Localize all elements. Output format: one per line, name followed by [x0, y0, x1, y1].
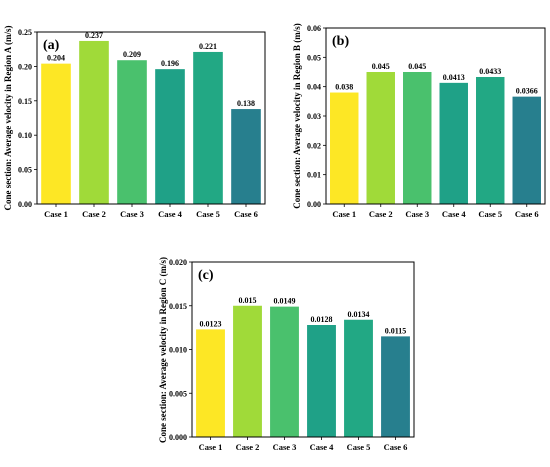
plot-frame [191, 261, 415, 438]
bar-4 [307, 325, 336, 437]
bar-1 [330, 92, 359, 204]
y-tick-label: 0.020 [169, 258, 187, 267]
data-label: 0.045 [372, 62, 390, 71]
x-tick-label: Case 6 [234, 209, 258, 219]
y-tick-label: 0.06 [307, 24, 321, 33]
y-tick-label: 0.00 [18, 200, 32, 209]
x-tick-label: Case 1 [332, 209, 356, 219]
bar-1 [41, 63, 71, 205]
bar-3 [117, 60, 147, 205]
data-label: 0.221 [199, 42, 217, 51]
x-tick-label: Case 5 [347, 442, 371, 452]
y-tick-label: 0.015 [169, 302, 187, 311]
x-tick-label: Case 2 [82, 209, 106, 219]
panel-label: (c) [198, 268, 214, 283]
data-label: 0.0115 [385, 326, 407, 335]
y-axis-label: Cone section: Average velocity in Region… [292, 23, 302, 209]
y-axis-label: Cone section: Average velocity in Region… [158, 257, 168, 443]
x-tick-label: Case 3 [405, 209, 429, 219]
y-tick-label: 0.02 [307, 141, 321, 150]
bar-5 [344, 319, 373, 437]
y-tick-label: 0.000 [169, 433, 187, 442]
bar-6 [231, 109, 261, 204]
y-tick-label: 0.00 [307, 200, 321, 209]
y-tick-label: 0.20 [18, 62, 32, 71]
bar-1 [196, 329, 225, 438]
plot-frame [36, 31, 266, 205]
x-tick-label: Case 6 [515, 209, 539, 219]
data-label: 0.038 [335, 83, 353, 92]
data-label: 0.0433 [479, 67, 501, 76]
data-label: 0.0413 [443, 73, 465, 82]
chart-panel-b: 0.038 Case 1 0.045 Case 2 0.045 Case 3 0.0413 C… [292, 23, 546, 219]
data-label: 0.237 [85, 31, 103, 40]
x-tick-label: Case 4 [442, 209, 467, 219]
panel-label: (a) [43, 38, 60, 53]
chart-panel-c: 0.0123 Case 1 0.015 Case 2 0.0149 Case 3 0.012… [158, 257, 415, 452]
x-tick-label: Case 5 [478, 209, 502, 219]
x-tick-label: Case 3 [120, 209, 144, 219]
data-label: 0.0149 [274, 297, 296, 306]
bar-2 [79, 40, 109, 204]
y-tick-label: 0.04 [307, 83, 321, 92]
y-tick-label: 0.05 [18, 166, 32, 175]
y-tick-label: 0.01 [307, 171, 321, 180]
data-label: 0.0128 [311, 315, 333, 324]
chart-panel-a: 0.204 Case 1 0.237 Case 2 0.209 Case 3 0.196 Ca… [3, 25, 266, 219]
data-label: 0.015 [239, 296, 257, 305]
x-tick-label: Case 2 [236, 442, 260, 452]
data-label: 0.0134 [348, 310, 370, 319]
x-tick-label: Case 2 [369, 209, 393, 219]
data-label: 0.138 [237, 99, 255, 108]
bar-6 [512, 96, 541, 204]
bar-2 [233, 305, 262, 437]
data-label: 0.0123 [200, 319, 222, 328]
plot-frame [325, 27, 546, 205]
bar-5 [193, 51, 223, 205]
y-tick-label: 0.010 [169, 346, 187, 355]
x-tick-label: Case 1 [199, 442, 223, 452]
y-tick-label: 0.005 [169, 389, 187, 398]
bar-3 [270, 306, 299, 438]
x-tick-label: Case 5 [196, 209, 220, 219]
x-tick-label: Case 1 [44, 209, 68, 219]
y-tick-label: 0.10 [18, 131, 32, 140]
data-label: 0.0366 [516, 87, 538, 96]
data-label: 0.204 [47, 54, 65, 63]
y-axis-label: Cone section: Average velocity in Region… [3, 25, 13, 210]
data-label: 0.196 [161, 59, 179, 68]
bar-3 [403, 72, 432, 204]
x-tick-label: Case 4 [310, 442, 335, 452]
x-tick-label: Case 3 [273, 442, 297, 452]
bar-2 [366, 72, 395, 204]
y-tick-label: 0.25 [18, 28, 32, 37]
y-tick-label: 0.05 [307, 53, 321, 62]
bar-4 [439, 82, 468, 204]
x-tick-label: Case 4 [158, 209, 183, 219]
bar-4 [155, 69, 185, 205]
data-label: 0.045 [408, 62, 426, 71]
data-label: 0.209 [123, 50, 141, 59]
y-tick-label: 0.03 [307, 112, 321, 121]
panel-label: (b) [332, 34, 349, 49]
x-tick-label: Case 6 [384, 442, 408, 452]
y-tick-label: 0.15 [18, 97, 32, 106]
bar-5 [476, 76, 505, 204]
bar-6 [381, 336, 410, 438]
